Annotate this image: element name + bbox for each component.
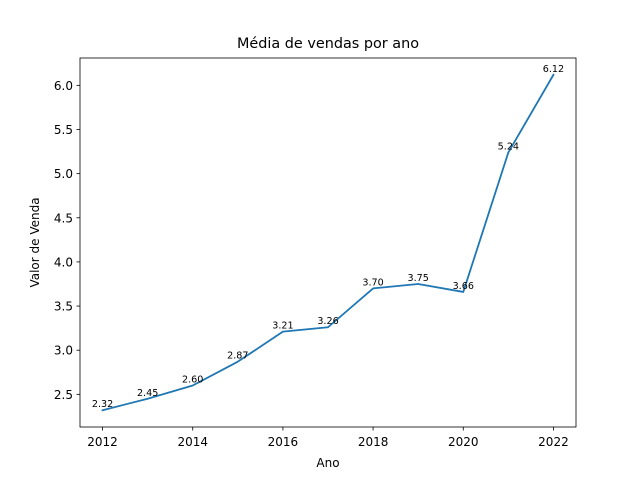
y-tick-label: 4.5 <box>54 211 73 225</box>
series-line <box>101 73 555 412</box>
data-label: 3.70 <box>362 277 383 288</box>
y-tick-label: 3.5 <box>54 300 73 314</box>
x-axis: 2012 2014 2016 2018 2020 2022 <box>87 427 569 449</box>
data-label: 2.60 <box>182 375 203 386</box>
y-tick-label: 4.0 <box>54 255 73 269</box>
data-label: 2.87 <box>227 351 248 362</box>
data-labels: 2.32 2.45 2.60 2.87 3.21 3.26 3.70 3.75 3.66 5.24… <box>92 64 564 410</box>
y-axis: 2.5 3.0 3.5 4.0 4.5 5.0 5.5 6.0 <box>54 79 80 402</box>
data-label: 5.24 <box>498 141 519 152</box>
x-tick-label: 2014 <box>177 435 208 449</box>
x-tick-label: 2016 <box>268 435 299 449</box>
data-label: 3.21 <box>272 321 293 332</box>
plot-area <box>80 58 576 427</box>
chart-title: Média de vendas por ano <box>237 36 419 52</box>
data-label: 2.32 <box>92 399 113 410</box>
data-label: 6.12 <box>543 64 564 75</box>
data-label: 2.45 <box>137 388 158 399</box>
y-tick-label: 5.0 <box>54 167 73 181</box>
y-axis-title: Valor de Venda <box>28 197 42 287</box>
data-label: 3.66 <box>453 281 474 292</box>
data-label: 3.26 <box>317 316 338 327</box>
data-label: 3.75 <box>407 273 428 284</box>
y-tick-label: 5.5 <box>54 123 73 137</box>
plot-background <box>80 58 576 427</box>
y-tick-label: 6.0 <box>54 79 73 93</box>
x-tick-label: 2012 <box>87 435 118 449</box>
x-tick-label: 2020 <box>448 435 479 449</box>
y-tick-label: 3.0 <box>54 344 73 358</box>
series-layer <box>101 73 555 412</box>
x-tick-label: 2022 <box>538 435 569 449</box>
x-tick-label: 2018 <box>358 435 389 449</box>
plot-frame <box>79 57 577 428</box>
y-tick-label: 2.5 <box>54 388 73 402</box>
x-axis-title: Ano <box>316 456 339 470</box>
